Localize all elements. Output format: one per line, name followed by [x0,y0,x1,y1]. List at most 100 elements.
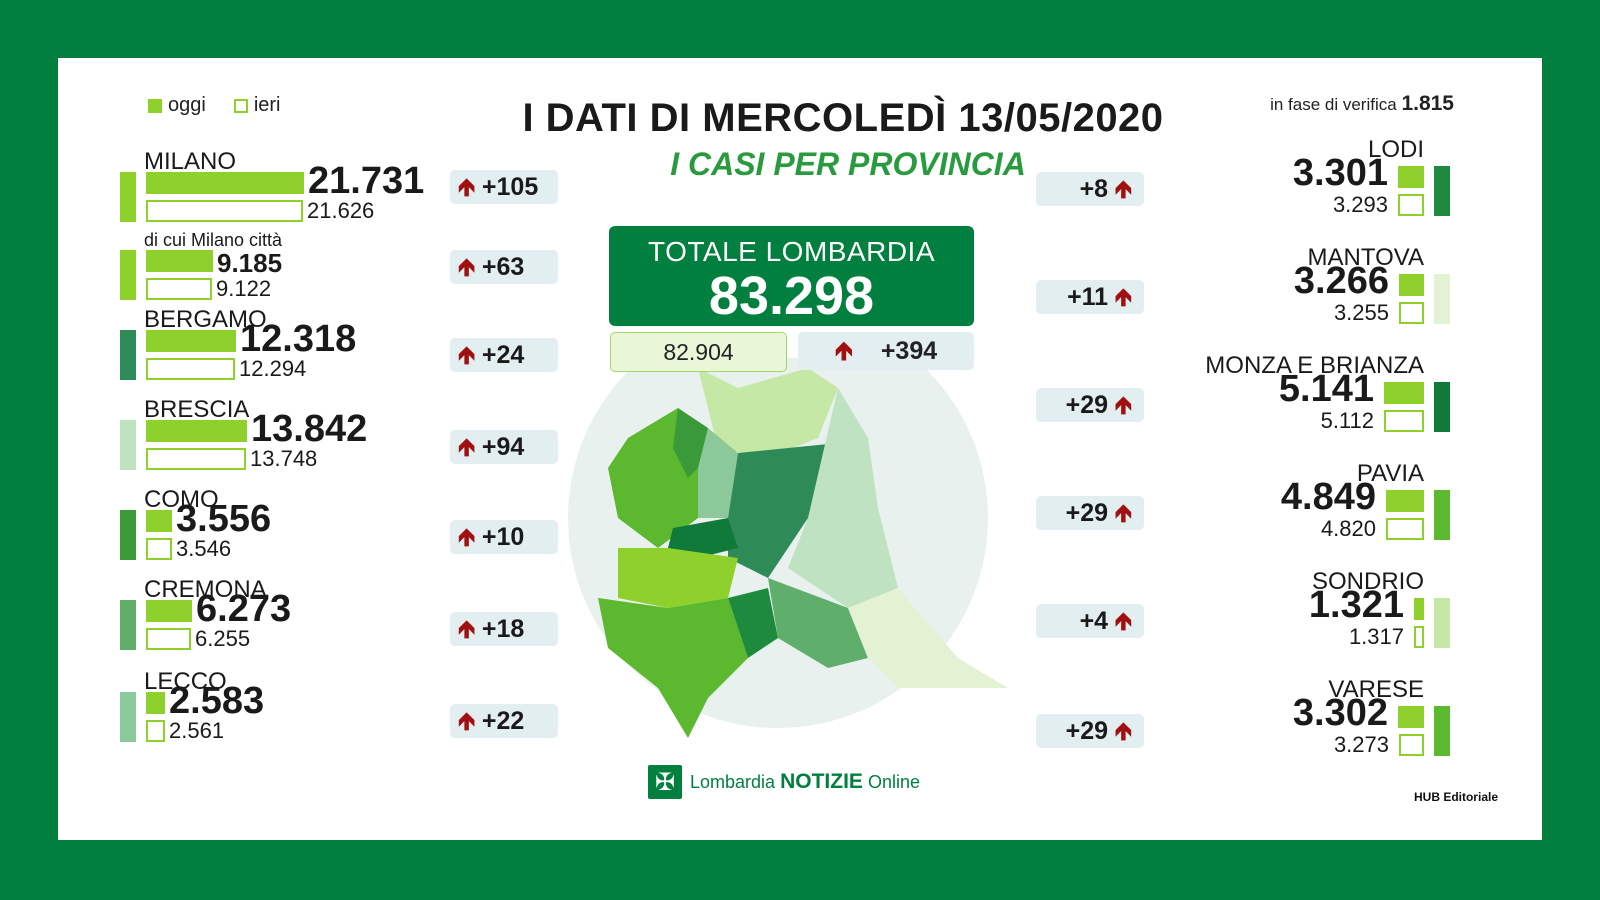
legend-today-swatch [148,98,162,113]
verification-value: 1.815 [1401,92,1454,115]
province-color-tab [120,600,136,650]
delta-value: +4 [1079,607,1109,635]
value-yesterday: 4.820 [1320,516,1376,541]
verification-label: in fase di verifica [1270,95,1397,114]
delta-value: +63 [481,253,525,281]
bar-yesterday [1414,626,1424,648]
bar-today [146,250,213,272]
map-region-bergamo [728,443,838,578]
map-region-pavia [598,598,748,738]
bar-today [1398,706,1424,728]
province-name: COMO [144,486,219,513]
province-color-tab [1434,706,1450,756]
arrow-up-icon: 🡹 [458,174,482,201]
bar-today [1398,166,1424,188]
bar-yesterday [1399,734,1424,756]
province-color-tab [120,510,136,560]
bar-yesterday [146,278,212,300]
value-yesterday: 1.317 [1348,624,1404,649]
delta-chip: 🡹 +18 [450,612,558,646]
delta-chip: +8 🡹 [1036,172,1144,206]
bar-today [146,600,192,622]
province-name: BRESCIA [144,396,250,423]
bar-yesterday [146,720,165,742]
total-value: 83.298 [708,266,875,326]
value-yesterday: 2.561 [169,718,225,743]
delta-chip: 🡹 +10 [450,520,558,554]
delta-chip: +4 🡹 [1036,604,1144,638]
delta-chip: +29 🡹 [1036,496,1144,530]
value-today: 3.301 [1292,152,1388,194]
map-region-cremona [768,578,868,668]
brand-logo: ✠ Lombardia NOTIZIE Online [648,765,920,799]
value-yesterday: 9.122 [216,276,272,301]
logo-text-3: Online [867,771,920,792]
verification-note: in fase di verifica 1.815 [1270,92,1454,116]
value-today: 9.185 [217,248,283,278]
arrow-up-icon: 🡹 [1108,718,1132,745]
value-yesterday: 12.294 [239,356,307,381]
province-name: MILANO [144,148,237,175]
map-region-monza [668,518,738,558]
arrow-up-icon: 🡹 [1108,176,1132,203]
province-color-tab [1434,166,1450,216]
bar-today [1384,382,1424,404]
page-title: I DATI DI MERCOLEDÌ 13/05/2020 [522,96,1164,140]
map-region-sondrio [698,368,838,458]
delta-value: +22 [481,707,525,735]
legend-yesterday-swatch [233,98,248,113]
delta-value: +24 [481,341,525,369]
bar-yesterday [146,538,172,560]
value-today: 21.731 [308,160,425,202]
delta-value: +29 [1065,391,1109,419]
legend-yesterday: ieri [233,94,280,117]
delta-chip: 🡹 +63 [450,250,558,284]
province-name: MANTOVA [1307,244,1424,271]
delta-value: +29 [1065,499,1109,527]
arrow-up-icon: 🡹 [458,342,482,369]
province-color-tab [120,692,136,742]
legend-today-label: oggi [168,94,206,116]
value-today: 1.321 [1308,584,1404,626]
map-region-como [673,408,718,478]
province-name: LODI [1367,136,1424,163]
bar-yesterday [1386,518,1424,540]
map-region-milano [618,548,738,608]
arrow-up-icon: 🡹 [458,254,482,281]
arrow-up-icon: 🡹 [1108,284,1132,311]
province-color-tab [120,420,136,470]
province-name: CREMONA [144,576,267,603]
value-today: 4.849 [1280,476,1376,518]
legend: oggi ieri [148,94,308,117]
legend-today: oggi [148,94,206,117]
value-today: 6.273 [196,588,292,630]
value-today: 3.302 [1292,692,1388,734]
arrow-up-icon: 🡹 [458,524,482,551]
bar-yesterday [146,200,303,222]
arrow-up-icon: 🡹 [458,434,482,461]
arrow-up-icon: 🡹 [458,708,482,735]
delta-value: +11 [1067,283,1109,311]
value-today: 3.556 [176,498,272,540]
delta-chip: +29 🡹 [1036,714,1144,748]
arrow-up-icon: 🡹 [458,616,482,643]
bar-yesterday [1399,302,1424,324]
province-color-tab [1434,382,1450,432]
province-name: MONZA E BRIANZA [1205,352,1424,379]
value-yesterday: 3.546 [176,536,232,561]
bar-today [146,420,247,442]
province-color-tab [120,250,136,300]
map-region-mantova [848,588,1008,688]
arrow-up-icon: 🡹 [1108,500,1132,527]
delta-value: +29 [1065,717,1109,745]
value-today: 5.141 [1278,368,1374,410]
bar-today [146,510,172,532]
lombardia-logo-icon: ✠ [648,765,682,799]
total-delta-box: 🡹 +394 [798,332,974,370]
delta-chip: +11 🡹 [1036,280,1144,314]
logo-text-1: Lombardia [690,771,776,792]
infographic-frame: oggi ieri I DATI DI MERCOLEDÌ 13/05/2020… [58,58,1542,840]
total-yesterday: 82.904 [610,332,787,372]
value-today: 3.266 [1293,260,1389,302]
value-yesterday: 21.626 [307,198,375,223]
